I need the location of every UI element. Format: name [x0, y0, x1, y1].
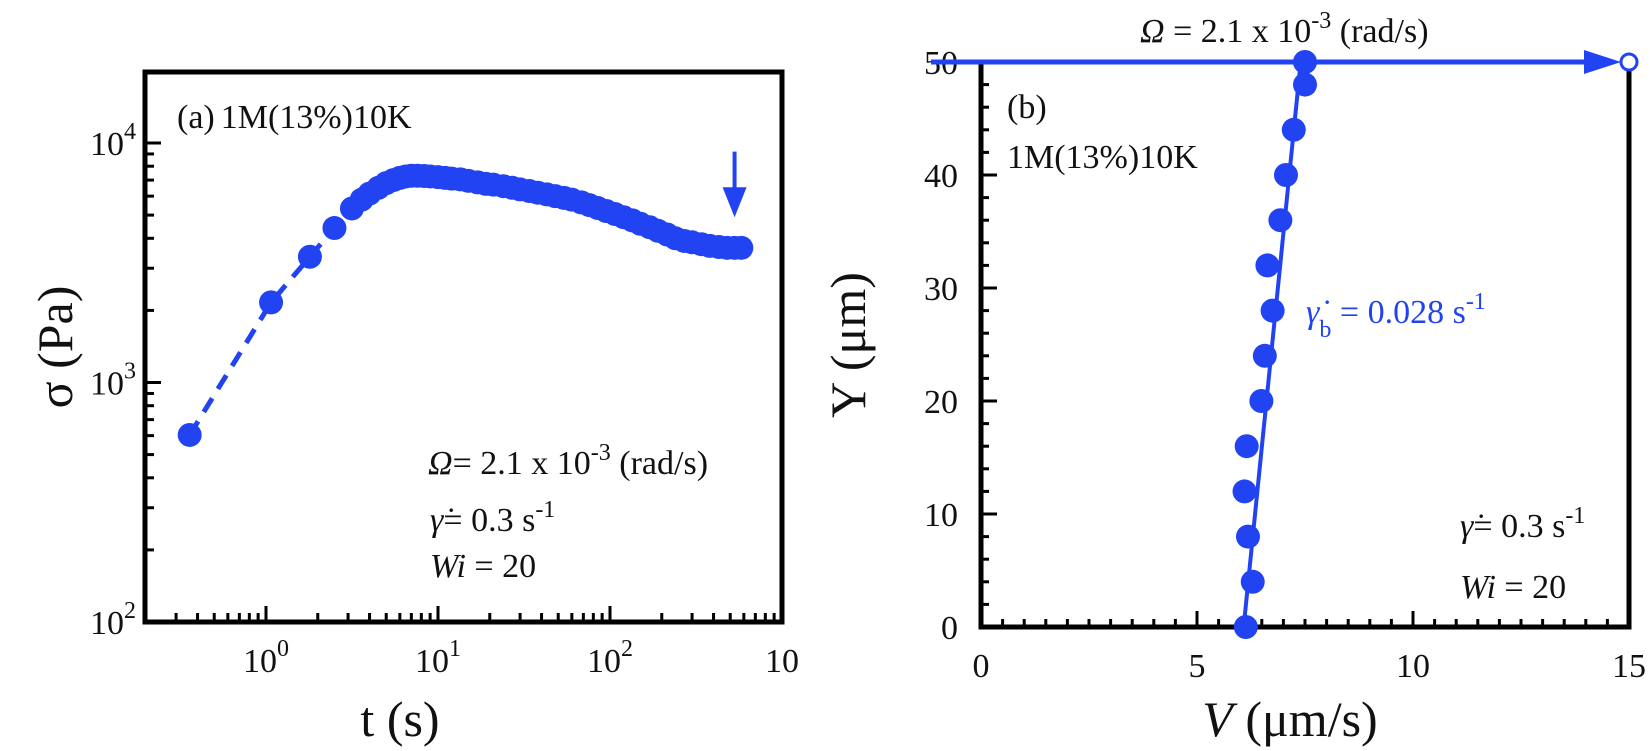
wi-value: = 20 — [1496, 569, 1566, 606]
panel-b-shear-rate-annotation: γ̇= 0.3 s-1 — [1460, 503, 1585, 545]
data-point — [1281, 117, 1306, 142]
fit-shear-rate-label: γ̇b = 0.028 s-1 — [1306, 289, 1486, 343]
panel-a-ticks — [145, 141, 776, 622]
omega-symbol: Ω — [428, 445, 453, 482]
omega-symbol: Ω — [1140, 13, 1165, 50]
omega-unit: (rad/s) — [1331, 13, 1428, 50]
data-point — [1249, 389, 1274, 413]
data-point — [1234, 434, 1259, 459]
panel-a-shear-rate-annotation: γ̇= 0.3 s-1 — [430, 497, 555, 539]
data-point — [1268, 208, 1293, 233]
x-tick-label: 100 — [243, 636, 289, 680]
y-tick-label: 0 — [941, 610, 958, 647]
arrow-down-icon — [722, 187, 747, 218]
v-symbol: V — [1202, 691, 1238, 747]
x-tick-label: 10 — [1396, 648, 1430, 685]
omega-value: = 2.1 x 10 — [1165, 13, 1312, 50]
y-tick-label: 20 — [924, 384, 958, 421]
data-point — [1273, 163, 1298, 187]
y-tick-exponent: 4 — [124, 119, 136, 145]
data-point — [177, 422, 202, 447]
data-point — [1232, 479, 1257, 504]
omega-unit: (rad/s) — [611, 445, 708, 482]
gamma-b-subscript: b — [1319, 317, 1331, 343]
data-point — [322, 216, 347, 241]
panel-b-y-axis-title: Y (μm) — [820, 272, 876, 418]
y-tick-label: 104 — [90, 119, 136, 163]
omega-exponent: -3 — [591, 440, 611, 466]
arrow-right-icon — [1584, 50, 1621, 74]
panel-a-y-axis-title: σ (Pa) — [27, 286, 83, 409]
data-point — [1233, 615, 1258, 639]
omega-exponent: -3 — [1311, 8, 1331, 34]
gamma-exponent: -1 — [1565, 503, 1585, 529]
x-tick-base: 10 — [765, 643, 799, 680]
x-tick-label: 102 — [587, 636, 633, 680]
panel-a-title: (a) 1M(13%)10K — [177, 99, 412, 136]
wi-value: = 20 — [466, 548, 536, 585]
x-tick-label: 101 — [415, 636, 461, 680]
y-tick-label: 40 — [924, 158, 958, 195]
data-point — [729, 235, 754, 260]
x-tick-exponent: 1 — [449, 636, 461, 662]
data-point — [297, 244, 322, 269]
panel-b-marks — [931, 50, 1639, 639]
wi-symbol: Wi — [1460, 569, 1496, 606]
x-tick-label: 5 — [1189, 648, 1206, 685]
data-point — [1293, 72, 1317, 97]
y-tick-label: 102 — [90, 598, 136, 642]
gamma-b-value: = 0.028 s — [1331, 294, 1465, 331]
y-tick-label: 103 — [90, 359, 136, 403]
y-tick-label: 30 — [924, 271, 958, 308]
x-tick-base: 10 — [243, 643, 277, 680]
gamma-value: = 0.3 s — [443, 502, 535, 539]
panel-b-omega-annotation: Ω = 2.1 x 10-3 (rad/s) — [1140, 8, 1429, 50]
x-tick-label: 10 — [765, 643, 799, 680]
y-tick-base: 10 — [90, 605, 124, 642]
panel-b-sample-label: 1M(13%)10K — [1007, 139, 1198, 176]
gamma-value: = 0.3 s — [1473, 508, 1565, 545]
x-tick-exponent: 0 — [277, 636, 289, 662]
panel-b-x-axis-title: V (μm/s) — [1202, 691, 1377, 747]
panel-a-label: (a) — [177, 99, 215, 136]
data-point — [1235, 524, 1260, 549]
panel-b-ticks — [981, 83, 1609, 627]
omega-value: = 2.1 x 10 — [453, 445, 591, 482]
data-point — [1240, 569, 1265, 594]
open-circle-marker — [1619, 52, 1639, 72]
gamma-exponent: -1 — [535, 497, 555, 523]
data-point — [259, 290, 284, 315]
panel-b-label: (b) — [1007, 89, 1047, 126]
y-tick-exponent: 3 — [124, 359, 136, 385]
data-point — [1260, 298, 1285, 323]
x-tick-base: 10 — [587, 643, 621, 680]
panel-a-omega-annotation: Ω= 2.1 x 10-3 (rad/s) — [428, 440, 708, 482]
data-point — [1252, 343, 1277, 368]
panel-a-sample-label: 1M(13%)10K — [221, 99, 412, 136]
panel-b-wi-annotation: Wi = 20 — [1460, 569, 1566, 606]
y-tick-label: 10 — [924, 497, 958, 534]
v-unit: (μm/s) — [1233, 691, 1378, 747]
x-tick-label: 0 — [973, 648, 990, 685]
y-tick-base: 10 — [90, 126, 124, 163]
panel-a-frame — [142, 69, 785, 625]
x-tick-label: 15 — [1612, 648, 1646, 685]
y-tick-exponent: 2 — [124, 598, 136, 624]
y-tick-base: 10 — [90, 366, 124, 403]
gamma-b-exponent: -1 — [1466, 289, 1486, 315]
data-point — [1293, 50, 1317, 74]
x-tick-base: 10 — [415, 643, 449, 680]
panel-a-marks — [177, 151, 754, 447]
panel-a-wi-annotation: Wi = 20 — [430, 548, 536, 585]
x-tick-exponent: 2 — [621, 636, 633, 662]
wi-symbol: Wi — [430, 548, 466, 585]
panel-a-x-axis-title: t (s) — [360, 691, 439, 747]
data-point — [1255, 253, 1280, 278]
